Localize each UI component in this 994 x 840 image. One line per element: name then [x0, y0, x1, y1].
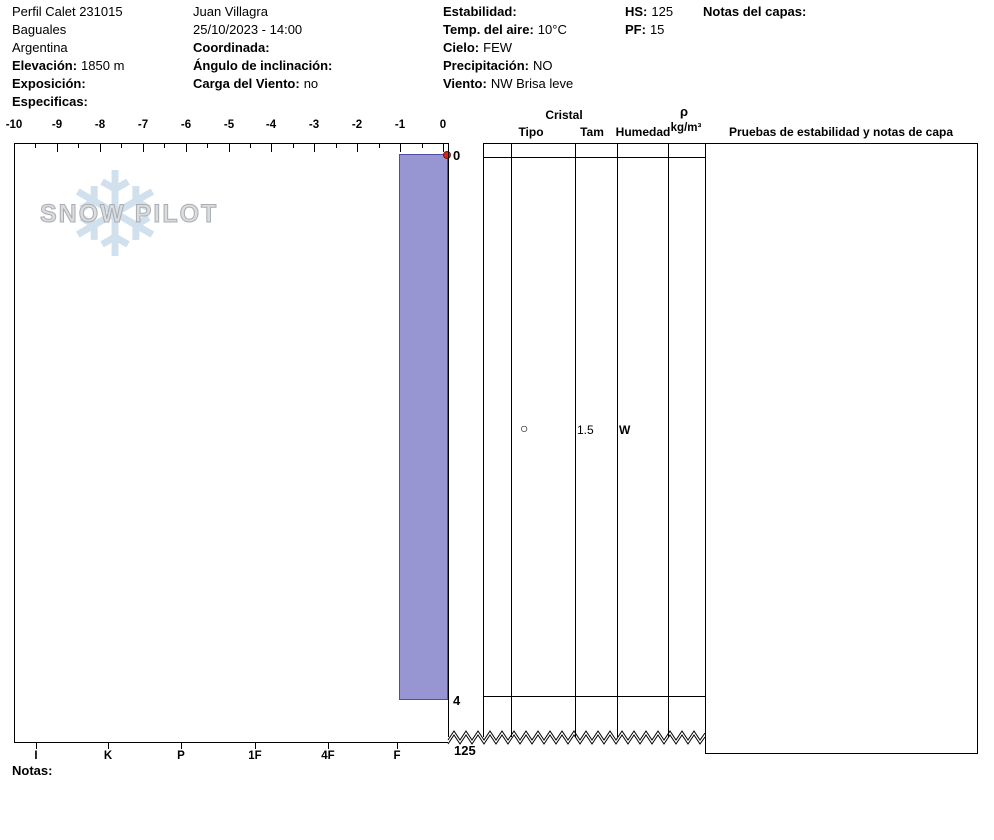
air-temp-label: Temp. del aire: [443, 22, 534, 37]
pit-region: Argentina [12, 40, 68, 55]
elevation-label: Elevación: [12, 58, 78, 73]
humedad-header: Humedad [615, 125, 671, 139]
temp-tick-label: -2 [351, 119, 363, 131]
depth-label-total: 125 [454, 743, 476, 758]
specifics-label: Especificas: [12, 94, 88, 109]
hardness-tick-label: I [34, 750, 38, 762]
grain-size-value: 1.5 [577, 423, 594, 437]
temp-tick-label: -6 [180, 119, 192, 131]
precip-row: Precipitación: NO [443, 58, 552, 74]
hardness-tick-label: 1F [248, 750, 262, 762]
slope-angle-label: Ángulo de inclinación: [193, 58, 333, 73]
temp-tick-label: -8 [94, 119, 106, 131]
pit-datetime: 25/10/2023 - 14:00 [193, 22, 303, 37]
hs-row: HS: 125 [625, 4, 673, 20]
temp-tick-label: -10 [5, 119, 23, 131]
pit-site: Baguales [12, 22, 67, 37]
hs-label: HS: [625, 4, 648, 19]
snowflake-icon: ❄ [65, 150, 165, 282]
temp-tick-label: -4 [265, 119, 277, 131]
pit-title: Perfil Calet 231015 [12, 4, 123, 19]
wind-label: Viento: [443, 76, 487, 91]
layer-notes-label: Notas del capas: [703, 4, 807, 19]
hs-value: 125 [651, 4, 674, 19]
temp-tick-label: -7 [137, 119, 149, 131]
temp-tick-label: -9 [51, 119, 63, 131]
observer-name: Juan Villagra [193, 4, 268, 19]
grain-type-symbol: ○ [520, 420, 529, 436]
sky-label: Cielo: [443, 40, 480, 55]
temp-minor-ticks [35, 143, 423, 148]
wind-row: Viento: NW Brisa leve [443, 76, 573, 92]
snowpilot-watermark: SNOW PILOT [39, 200, 219, 229]
density-units-header: kg/m³ [670, 122, 702, 134]
notes-label: Notas: [12, 763, 53, 778]
tipo-header: Tipo [518, 125, 544, 139]
temp-tick-label: -1 [394, 119, 406, 131]
wind-value: NW Brisa leve [490, 76, 574, 91]
wind-loading-row: Carga del Viento: no [193, 76, 318, 92]
wind-loading-value: no [303, 76, 319, 91]
snow-layer-bar [399, 154, 448, 700]
sky-row: Cielo: FEW [443, 40, 512, 56]
pf-row: PF: 15 [625, 22, 664, 38]
pf-label: PF: [625, 22, 646, 37]
moisture-value: W [619, 423, 631, 437]
depth-break-zigzag-lower [447, 734, 706, 745]
sky-value: FEW [483, 40, 513, 55]
elevation-row: Elevación: 1850 m [12, 58, 124, 74]
surface-temp-marker [443, 151, 451, 159]
wind-loading-label: Carga del Viento: [193, 76, 300, 91]
hardness-tick-label: P [177, 750, 185, 762]
elevation-value: 1850 m [81, 58, 125, 73]
stability-tests-header: Pruebas de estabilidad y notas de capa [728, 125, 954, 139]
coordinates-label: Coordinada: [193, 40, 270, 55]
hardness-tick-label: K [103, 750, 113, 762]
depth-label-layer-bottom: 4 [453, 693, 461, 708]
temp-tick-label: -3 [308, 119, 320, 131]
tam-header: Tam [580, 125, 604, 139]
hardness-tick-label: F [393, 750, 401, 762]
cristal-header: Cristal [545, 108, 583, 122]
depth-label-surface: 0 [453, 148, 461, 163]
depth-break-zigzag-upper [447, 730, 706, 741]
pf-value: 15 [649, 22, 665, 37]
precip-label: Precipitación: [443, 58, 529, 73]
temp-tick-label: -5 [223, 119, 235, 131]
aspect-label: Exposición: [12, 76, 86, 91]
hardness-ticks [36, 742, 398, 749]
density-rho-header: ρ [679, 104, 689, 119]
hardness-tick-label: 4F [321, 750, 335, 762]
air-temp-row: Temp. del aire: 10°C [443, 22, 567, 38]
precip-value: NO [532, 58, 553, 73]
air-temp-value: 10°C [537, 22, 567, 37]
stability-label: Estabilidad: [443, 4, 517, 19]
temp-tick-label: 0 [439, 119, 447, 131]
